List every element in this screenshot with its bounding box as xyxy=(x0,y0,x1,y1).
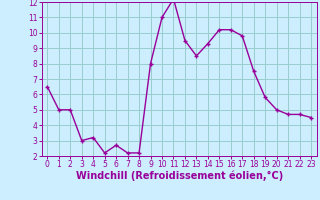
X-axis label: Windchill (Refroidissement éolien,°C): Windchill (Refroidissement éolien,°C) xyxy=(76,171,283,181)
